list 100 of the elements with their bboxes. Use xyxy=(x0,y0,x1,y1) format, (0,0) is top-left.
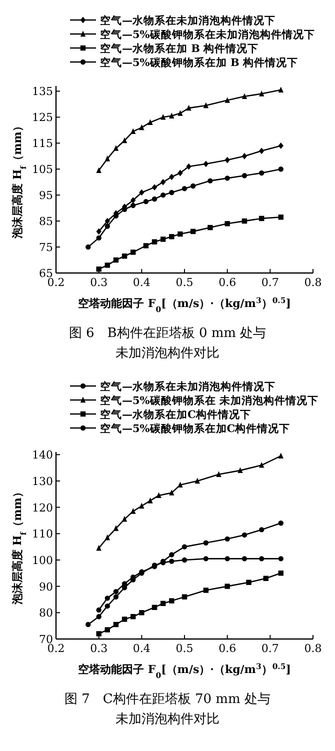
x-tick-label: 0.3 xyxy=(90,276,108,289)
point xyxy=(242,152,248,160)
point xyxy=(122,137,128,144)
point xyxy=(130,508,136,514)
text: 图 7 C构件在距塔板 70 mm 处与未加消泡构件对比 xyxy=(64,692,270,727)
y-tick-label: 80 xyxy=(39,606,53,620)
point xyxy=(96,631,102,636)
point xyxy=(139,502,144,509)
point xyxy=(96,228,102,235)
point xyxy=(169,234,174,240)
point xyxy=(152,196,158,202)
legend-label: 空气—水物系在未加消泡构件情况下 xyxy=(100,380,276,393)
point xyxy=(224,156,230,164)
y-tick-label: 90 xyxy=(39,580,53,594)
point xyxy=(242,218,248,224)
point xyxy=(224,221,230,226)
x-tick-label: 0.2 xyxy=(47,276,65,289)
point xyxy=(278,142,284,149)
point xyxy=(263,576,268,582)
point xyxy=(278,166,284,172)
text: 图 6 B构件在距塔板 0 mm 处与未加消泡构件对比 xyxy=(68,326,266,361)
point xyxy=(148,119,153,125)
point xyxy=(242,556,248,562)
point xyxy=(216,471,222,477)
point xyxy=(186,163,192,170)
point xyxy=(139,189,144,196)
point xyxy=(160,114,166,120)
point xyxy=(224,584,230,589)
point xyxy=(182,186,188,192)
point xyxy=(96,167,102,174)
x-tick-label: 0.6 xyxy=(218,642,236,655)
point xyxy=(259,170,264,176)
x-tick-label: 0.7 xyxy=(261,642,279,655)
legend-label: 空气—5%碳酸钾物系在未加消泡构件情况下 xyxy=(100,28,315,41)
point xyxy=(242,532,248,538)
point xyxy=(224,97,230,103)
legend-label: 空气—水物系在加C构件情况下 xyxy=(100,408,251,421)
point xyxy=(104,262,110,268)
point xyxy=(203,588,209,593)
point xyxy=(139,124,144,130)
point xyxy=(113,145,119,151)
legend-label: 空气—5%碳酸钾物系在加 B 构件情况下 xyxy=(100,56,298,69)
point xyxy=(122,254,128,259)
point xyxy=(96,544,102,551)
point xyxy=(190,183,196,189)
x-tick-label: 0.8 xyxy=(304,642,322,655)
point xyxy=(104,534,110,540)
point xyxy=(278,570,284,576)
point xyxy=(86,244,91,250)
point xyxy=(178,482,183,488)
point xyxy=(130,250,136,255)
point xyxy=(122,516,128,522)
point xyxy=(143,243,149,248)
y-tick-label: 85 xyxy=(39,215,53,228)
x-tick-label: 0.8 xyxy=(304,276,322,289)
y-tick-label: 110 xyxy=(32,528,53,541)
point xyxy=(169,190,174,196)
point xyxy=(96,235,102,241)
point xyxy=(86,622,91,628)
point xyxy=(238,467,243,474)
point xyxy=(224,176,230,181)
point xyxy=(169,558,174,564)
point xyxy=(104,627,110,632)
point xyxy=(96,607,102,613)
point xyxy=(203,102,209,108)
point xyxy=(224,536,230,542)
point xyxy=(160,236,166,242)
point xyxy=(194,478,200,484)
point xyxy=(278,556,284,562)
y-tick-label: 120 xyxy=(32,501,53,514)
point xyxy=(259,216,264,222)
point xyxy=(104,224,110,229)
x-tick-label: 0.2 xyxy=(47,642,65,655)
point xyxy=(278,86,284,92)
x-tick-label: 0.4 xyxy=(132,276,150,289)
x-tick-label: 0.4 xyxy=(132,642,150,655)
point xyxy=(113,622,119,628)
point xyxy=(156,492,162,498)
y-tick-label: 130 xyxy=(32,474,53,488)
point xyxy=(122,585,128,590)
x-tick-label: 0.5 xyxy=(176,276,194,289)
x-axis-title: 空塔动能因子 F$_{0}$[（m/s）·（kg/m$^{3}$）$^{0.5}$] xyxy=(78,296,291,314)
y-tick-label: 95 xyxy=(39,189,53,202)
point xyxy=(224,556,230,562)
y-tick-label: 115 xyxy=(32,137,53,150)
y-tick-label: 100 xyxy=(32,554,53,567)
y-tick-label: 135 xyxy=(32,85,53,98)
point xyxy=(169,598,174,604)
point xyxy=(259,90,264,96)
point xyxy=(178,231,183,237)
point xyxy=(148,498,153,504)
point xyxy=(113,525,119,531)
point xyxy=(139,610,144,616)
point xyxy=(160,178,166,186)
x-tick-label: 0.6 xyxy=(218,276,236,289)
point xyxy=(160,192,166,198)
point xyxy=(113,257,119,263)
legend-label: 空气—5%碳酸钾物系在 未加消泡构件情况下 xyxy=(100,394,318,407)
point xyxy=(259,527,264,532)
point xyxy=(104,596,110,601)
